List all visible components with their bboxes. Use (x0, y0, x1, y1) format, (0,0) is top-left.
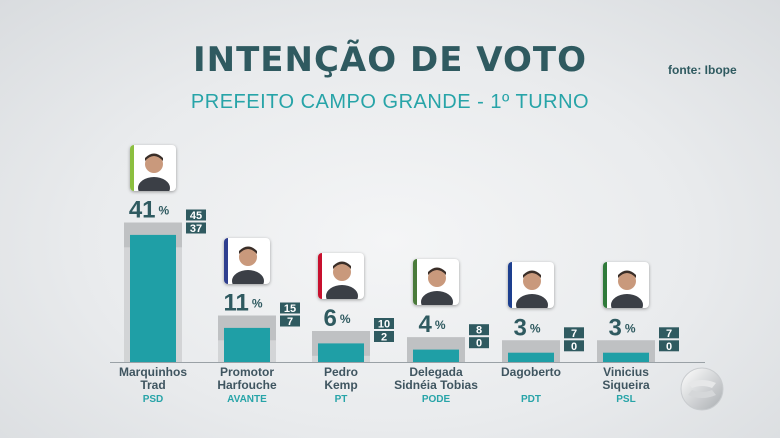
bar (603, 352, 649, 362)
network-logo-icon (680, 367, 724, 411)
candidate-name: Promotor (220, 365, 274, 379)
bar (130, 234, 176, 362)
chart-subtitle: PREFEITO CAMPO GRANDE - 1º TURNO (190, 91, 590, 113)
value-number: 41 (129, 197, 156, 224)
value-number: 6 (323, 305, 336, 332)
candidate-name: Dagoberto (501, 365, 561, 379)
percent-sign: % (340, 312, 351, 326)
bar (413, 349, 459, 362)
upper-value: 7 (571, 328, 577, 340)
party-label: PT (335, 394, 348, 405)
percent-sign: % (625, 321, 636, 335)
candidate-photo (130, 144, 176, 191)
lower-value: 37 (190, 223, 202, 235)
party-color-strip (318, 253, 322, 299)
bar (318, 343, 364, 362)
percent-sign: % (530, 321, 541, 335)
candidate-name: Pedro (324, 365, 358, 379)
upper-box (186, 209, 206, 221)
party-label: PDT (521, 394, 541, 405)
value-number: 11 (223, 290, 248, 317)
party-color-strip (413, 259, 417, 306)
candidate-name: Marquinhos (119, 365, 187, 379)
candidate-name: Delegada (409, 365, 463, 379)
party-label: PODE (422, 394, 451, 405)
upper-value: 8 (476, 325, 482, 337)
candidate-name: Vinicius (603, 365, 649, 379)
bar (508, 352, 554, 362)
candidate-name: Siqueira (602, 378, 650, 392)
bar (224, 327, 270, 362)
party-color-strip (508, 262, 512, 309)
candidate-name: Kemp (324, 378, 357, 392)
candidate-name: Sidnéia Tobias (394, 378, 478, 392)
lower-box (280, 315, 300, 327)
upper-value: 7 (666, 328, 672, 340)
lower-box (564, 340, 584, 352)
candidate-name: Harfouche (217, 378, 277, 392)
upper-box (280, 302, 300, 314)
percent-sign: % (159, 204, 170, 218)
lower-box (469, 337, 489, 349)
person-icon (232, 246, 264, 284)
lower-value: 0 (571, 341, 577, 353)
value-label: 3% (513, 314, 540, 341)
upper-box (564, 327, 584, 339)
value-label: 6% (323, 305, 350, 332)
upper-box (659, 327, 679, 339)
party-label: PSD (143, 394, 164, 405)
value-number: 4 (418, 311, 432, 338)
party-color-strip (224, 237, 228, 284)
person-icon (611, 270, 643, 309)
lower-value: 0 (666, 341, 672, 353)
candidate-photo (413, 259, 459, 306)
lower-value: 2 (381, 332, 387, 344)
upper-value: 10 (378, 319, 390, 331)
candidate-photo (603, 262, 649, 309)
value-number: 3 (513, 314, 526, 341)
value-label: 41% (129, 197, 170, 224)
lower-value: 0 (476, 338, 482, 350)
chart-title: INTENÇÃO DE VOTO (193, 40, 587, 80)
person-icon (421, 267, 453, 306)
candidate-photo (224, 237, 270, 284)
value-label: 4% (418, 311, 445, 338)
value-number: 3 (608, 314, 621, 341)
lower-value: 7 (287, 316, 293, 328)
lower-box (659, 340, 679, 352)
person-icon (138, 153, 170, 191)
source-label: fonte: Ibope (668, 63, 737, 77)
percent-sign: % (252, 297, 263, 311)
party-label: AVANTE (227, 394, 267, 405)
lower-box (374, 331, 394, 342)
candidate-name: Trad (140, 378, 165, 392)
party-color-strip (603, 262, 607, 309)
candidate-photo (318, 253, 364, 299)
lower-box (186, 222, 206, 234)
percent-sign: % (435, 318, 446, 332)
party-label: PSL (616, 394, 635, 405)
upper-value: 45 (190, 210, 202, 222)
value-label: 11% (223, 290, 262, 317)
person-icon (516, 270, 548, 309)
person-icon (326, 261, 358, 299)
value-label: 3% (608, 314, 635, 341)
upper-box (374, 318, 394, 329)
upper-box (469, 324, 489, 336)
upper-value: 15 (284, 303, 296, 315)
party-color-strip (130, 144, 134, 191)
candidate-photo (508, 262, 554, 309)
